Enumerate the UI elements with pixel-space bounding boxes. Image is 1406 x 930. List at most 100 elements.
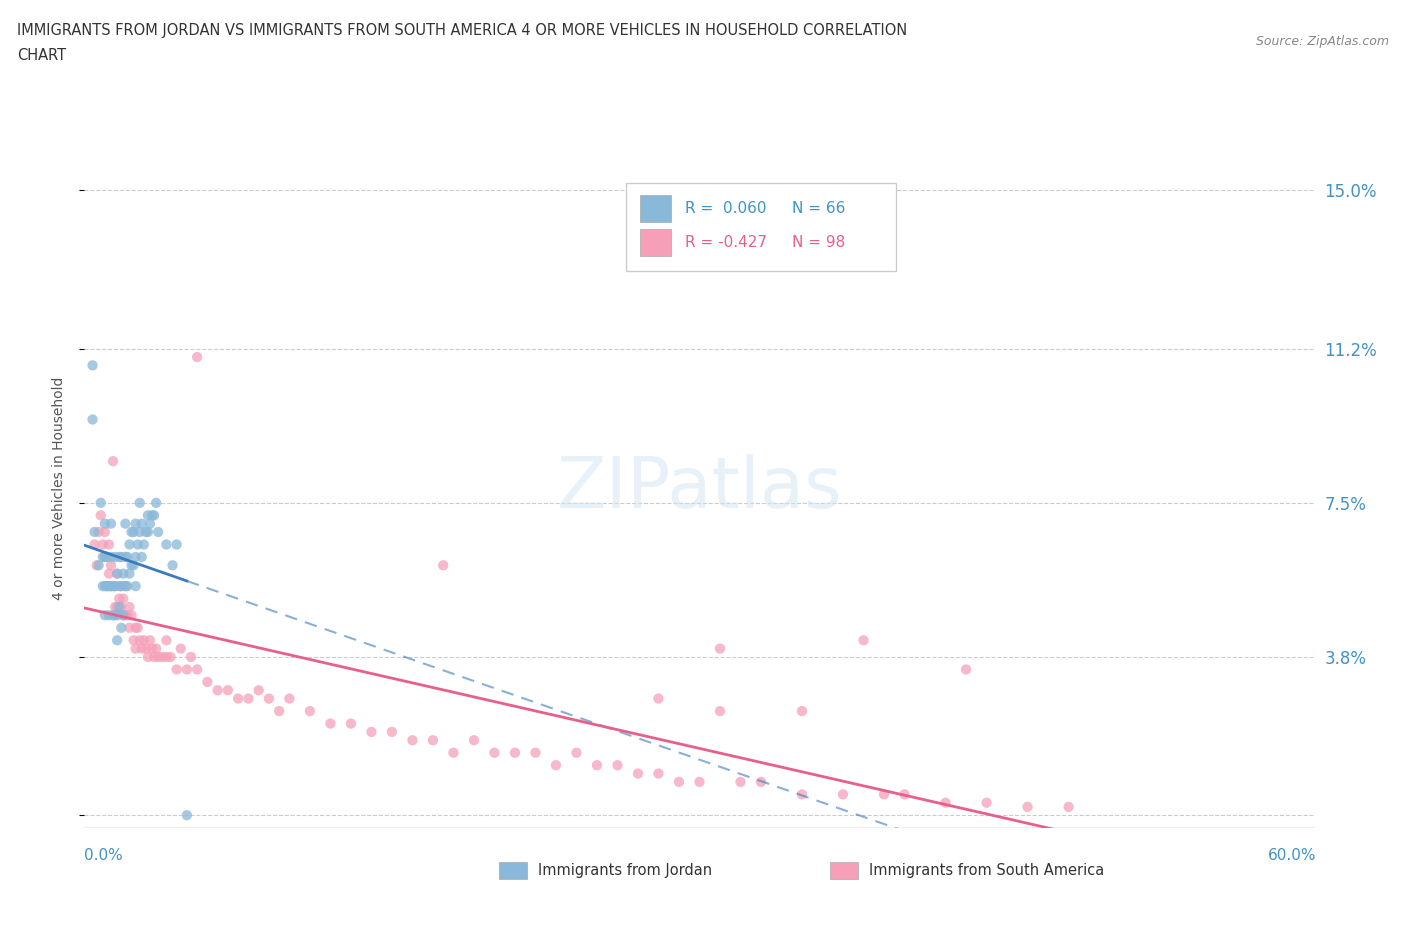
Point [145, 496, 167, 511]
Point [155, 632, 177, 647]
Point [121, 558, 143, 573]
Point [128, 525, 150, 539]
Text: 60.0%: 60.0% [1268, 848, 1316, 863]
Point [98, 566, 121, 581]
Point [104, 550, 127, 565]
Point [586, 758, 609, 773]
Point [118, 566, 141, 581]
Point [148, 525, 170, 539]
Point [443, 745, 465, 760]
Point [180, 649, 202, 664]
Bar [626, 182, 897, 271]
Point [101, 608, 124, 623]
Point [730, 775, 752, 790]
Point [131, 550, 153, 565]
Point [159, 649, 181, 664]
Point [105, 566, 128, 581]
Point [132, 537, 155, 551]
Point [141, 508, 163, 523]
Point [647, 691, 669, 706]
Point [247, 683, 270, 698]
Point [110, 578, 132, 593]
Point [108, 578, 131, 593]
Point [82, 412, 104, 427]
Point [91, 537, 114, 551]
Point [96, 578, 118, 593]
Point [94, 516, 117, 531]
Point [114, 578, 136, 593]
Point [94, 525, 117, 539]
Point [127, 620, 149, 635]
Text: ZIPatlas: ZIPatlas [557, 454, 842, 523]
Point [1057, 800, 1080, 815]
Point [114, 550, 136, 565]
Point [128, 496, 150, 511]
Point [98, 537, 121, 551]
Point [91, 578, 114, 593]
Point [145, 641, 167, 656]
Point [319, 716, 342, 731]
Point [170, 641, 193, 656]
Point [117, 608, 139, 623]
Point [935, 795, 957, 810]
Point [90, 496, 112, 511]
Point [100, 558, 122, 573]
Point [790, 787, 813, 802]
Point [135, 525, 157, 539]
Point [257, 691, 280, 706]
Point [87, 558, 110, 573]
Point [463, 733, 485, 748]
Point [112, 566, 135, 581]
Point [139, 632, 162, 647]
Point [94, 550, 117, 565]
Point [128, 632, 150, 647]
Point [101, 578, 124, 593]
Point [226, 691, 249, 706]
Point [132, 632, 155, 647]
Point [104, 578, 127, 593]
Point [100, 578, 122, 593]
Point [124, 620, 146, 635]
Point [117, 578, 139, 593]
Point [976, 795, 998, 810]
Point [207, 683, 229, 698]
Text: N = 66: N = 66 [792, 201, 845, 216]
Point [118, 537, 141, 551]
Point [105, 600, 128, 615]
Point [108, 600, 131, 615]
Point [112, 608, 135, 623]
Point [135, 641, 157, 656]
Y-axis label: 4 or more Vehicles in Household: 4 or more Vehicles in Household [52, 377, 66, 600]
Point [124, 641, 146, 656]
Point [176, 808, 198, 823]
Point [278, 691, 301, 706]
Point [155, 537, 177, 551]
Point [110, 578, 132, 593]
Point [832, 787, 855, 802]
Point [94, 608, 117, 623]
Point [96, 578, 118, 593]
Point [143, 649, 166, 664]
Point [94, 578, 117, 593]
Point [101, 454, 124, 469]
Point [127, 537, 149, 551]
Point [124, 550, 146, 565]
Point [627, 766, 650, 781]
Point [749, 775, 772, 790]
Point [166, 662, 188, 677]
Point [122, 558, 145, 573]
Text: Source: ZipAtlas.com: Source: ZipAtlas.com [1256, 35, 1389, 48]
Point [83, 537, 105, 551]
Text: CHART: CHART [17, 48, 66, 63]
Point [91, 550, 114, 565]
Point [108, 591, 131, 606]
Point [131, 516, 153, 531]
Point [108, 550, 131, 565]
Point [873, 787, 896, 802]
Point [269, 704, 291, 719]
Point [401, 733, 423, 748]
Point [668, 775, 690, 790]
Point [155, 649, 177, 664]
Text: R = -0.427: R = -0.427 [685, 235, 766, 250]
Text: Immigrants from South America: Immigrants from South America [869, 863, 1104, 878]
